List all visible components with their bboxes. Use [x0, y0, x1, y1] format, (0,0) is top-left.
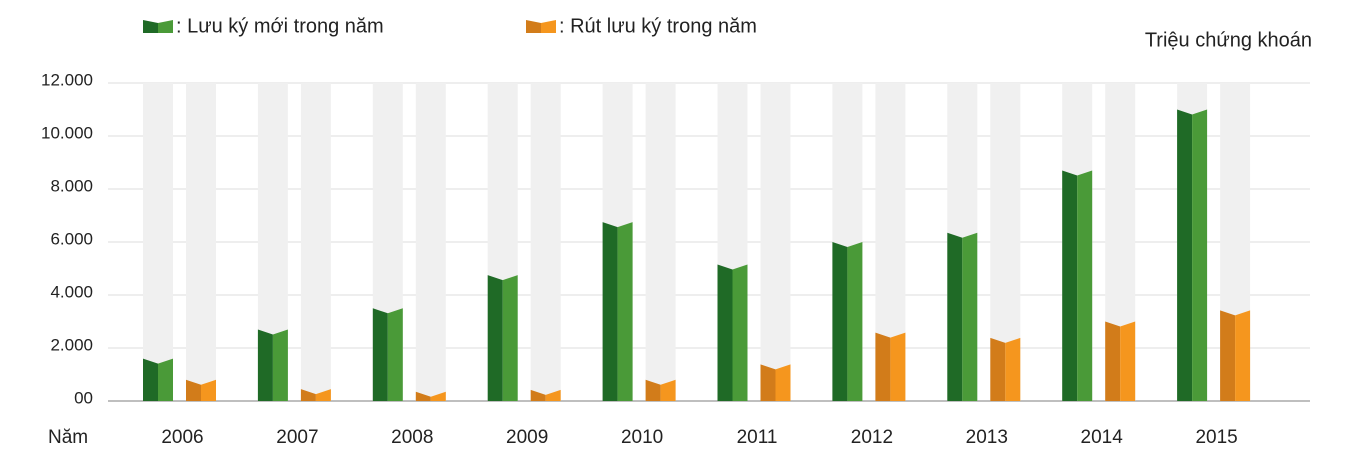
bar-background: [186, 83, 216, 401]
bar-left: [415, 391, 431, 401]
y-tick-label: 6.000: [50, 229, 93, 248]
bar-background: [760, 83, 791, 401]
bar-right: [1235, 310, 1251, 401]
x-tick-label: 2014: [1081, 427, 1124, 448]
bar-right: [617, 222, 633, 401]
bar-right: [1120, 321, 1136, 401]
bar-left: [832, 242, 848, 401]
bar-left: [645, 379, 661, 401]
x-tick-label: 2007: [276, 427, 318, 448]
bar-left: [602, 222, 618, 401]
bar: [415, 391, 446, 401]
bar-right: [732, 264, 748, 401]
bar-left: [1105, 321, 1121, 401]
bar-background: [415, 83, 446, 401]
bar: [186, 379, 216, 401]
bar: [645, 379, 676, 401]
bar-background: [530, 83, 561, 401]
bar: [717, 264, 748, 401]
bar-background: [645, 83, 676, 401]
bar-left: [1062, 170, 1078, 401]
bar-left: [372, 308, 388, 401]
bar: [372, 308, 403, 401]
bar-right: [1005, 337, 1021, 401]
legend-label: : Rút lưu ký trong năm: [559, 15, 757, 37]
bar-left: [487, 275, 503, 401]
bar-right: [962, 232, 978, 401]
bar-left: [1220, 310, 1236, 401]
bar-right: [660, 379, 676, 401]
x-tick-label: 2013: [966, 427, 1008, 448]
y-tick-label: 4.000: [50, 282, 93, 301]
bar: [875, 332, 906, 401]
bar-left: [947, 232, 963, 401]
bar-right: [387, 308, 403, 401]
legend-swatch: [158, 20, 173, 33]
x-axis-label: Năm: [48, 427, 88, 448]
bar-right: [502, 275, 518, 401]
bar: [143, 358, 173, 401]
x-tick-label: 2006: [161, 427, 203, 448]
bar-right: [775, 364, 791, 401]
bar-right: [430, 391, 446, 401]
bar: [1062, 170, 1093, 401]
bar-left: [760, 364, 776, 401]
legend-swatch: [143, 20, 158, 33]
bar: [257, 329, 288, 401]
bar-right: [890, 332, 906, 401]
bar-right: [1077, 170, 1093, 401]
bar-right: [545, 389, 561, 401]
bar-left: [300, 389, 316, 401]
y-tick-label: 10.000: [41, 123, 93, 142]
bar-left: [143, 358, 158, 401]
x-tick-label: 2012: [851, 427, 893, 448]
y-tick-label: 8.000: [50, 176, 93, 195]
y-tick-label: 00: [74, 388, 93, 407]
legend-label: : Lưu ký mới trong năm: [176, 15, 384, 37]
bar-right: [201, 379, 216, 401]
unit-label: Triệu chứng khoán: [1145, 29, 1312, 51]
bar-right: [847, 242, 863, 401]
x-tick-label: 2011: [737, 427, 778, 448]
bar: [487, 275, 518, 401]
bar-left: [530, 389, 546, 401]
bar-left: [1177, 109, 1193, 401]
bar-left: [875, 332, 891, 401]
bar-background: [143, 83, 173, 401]
bar: [1220, 310, 1251, 401]
bar: [990, 337, 1021, 401]
bar: [1177, 109, 1208, 401]
x-tick-label: 2015: [1195, 427, 1237, 448]
bar: [1105, 321, 1136, 401]
bar: [300, 389, 331, 401]
bar: [760, 364, 791, 401]
x-tick-label: 2009: [506, 427, 548, 448]
bar: [602, 222, 633, 401]
bar-left: [186, 379, 201, 401]
bar-left: [257, 329, 273, 401]
x-tick-label: 2008: [391, 427, 433, 448]
bar: [530, 389, 561, 401]
x-tick-label: 2010: [621, 427, 663, 448]
bar-background: [300, 83, 331, 401]
legend-swatch: [541, 20, 556, 33]
bar-right: [158, 358, 173, 401]
bar: [947, 232, 978, 401]
y-tick-label: 12.000: [41, 70, 93, 89]
bar-right: [315, 389, 331, 401]
y-tick-label: 2.000: [50, 335, 93, 354]
bar: [832, 242, 863, 401]
bar-left: [990, 337, 1006, 401]
legend-swatch: [526, 20, 541, 33]
bar-right: [1192, 109, 1208, 401]
bar-right: [272, 329, 288, 401]
bar-left: [717, 264, 733, 401]
